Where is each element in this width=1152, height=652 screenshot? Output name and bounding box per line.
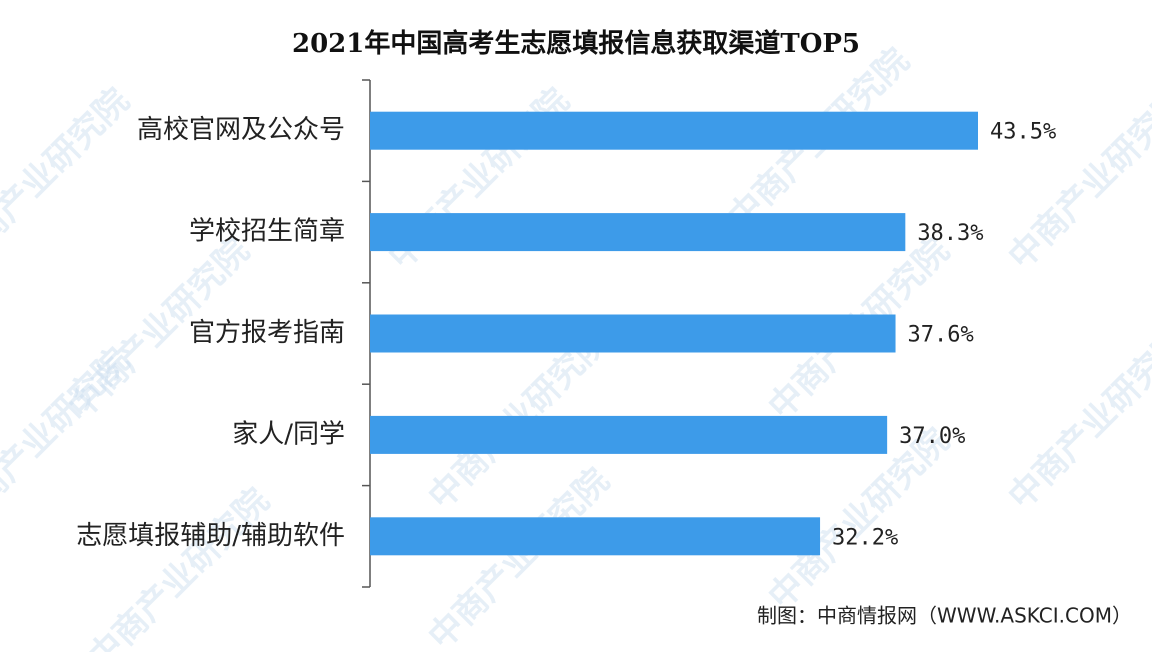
watermark: 中商产业研究院 [0, 341, 137, 538]
bar [370, 111, 978, 150]
value-label: 37.6% [908, 323, 974, 348]
source: 制图：中商情报网（WWW.ASKCI.COM） [757, 604, 1132, 628]
category-label: 官方报考指南 [189, 318, 345, 348]
watermark: 中商产业研究院 [0, 81, 137, 278]
value-label: 38.3% [917, 221, 983, 246]
category-label: 高校官网及公众号 [137, 115, 345, 145]
bar [370, 517, 821, 556]
chart-title: 2021年中国高考生志愿填报信息获取渠道TOP5 [292, 28, 860, 59]
category-label: 学校招生简章 [189, 217, 345, 247]
value-label: 43.5% [990, 120, 1056, 145]
category-label: 志愿填报辅助/辅助软件 [76, 521, 345, 551]
value-label: 32.2% [832, 525, 898, 550]
bar [370, 314, 896, 353]
watermark: 中商产业研究院 [1001, 321, 1152, 518]
bar [370, 213, 906, 252]
value-label: 37.0% [899, 424, 965, 449]
watermark: 中商产业研究院 [1001, 81, 1152, 278]
watermark: 中商产业研究院 [81, 481, 278, 652]
category-label: 家人/同学 [232, 419, 345, 449]
bar [370, 415, 888, 454]
